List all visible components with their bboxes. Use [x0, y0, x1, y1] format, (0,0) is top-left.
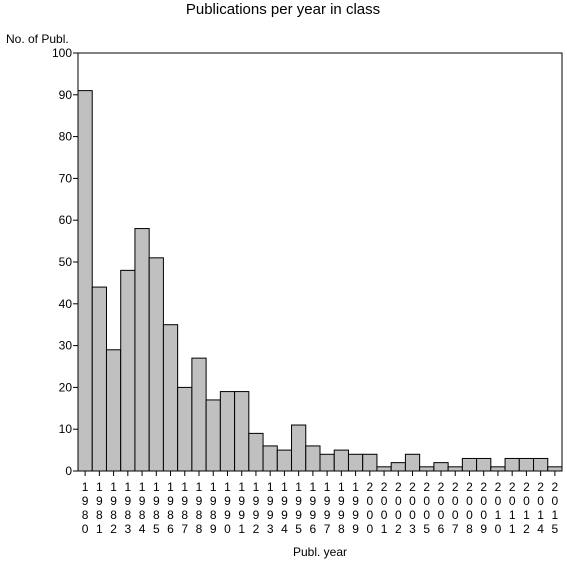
y-tick-label: 70 [59, 171, 73, 185]
bar-2012 [518, 457, 535, 472]
y-tick-label: 60 [59, 213, 73, 227]
x-ticks-group: 1 9 8 0 1 9 8 1 1 9 8 2 1 9 8 3 1 9 8 4 1 9 8 5 1 9 8 6 1 9 8 7 1 9 8 8 1 9 8 9… [82, 471, 559, 536]
bar-1994 [276, 449, 293, 472]
bar-2001 [376, 466, 392, 472]
bar-1981 [91, 286, 107, 472]
y-tick-label: 30 [59, 339, 73, 353]
bar-1984 [134, 228, 150, 472]
bars-group [77, 90, 563, 472]
bar-1999 [347, 453, 364, 472]
bar-1986 [162, 324, 179, 472]
y-tick-label: 80 [59, 130, 73, 144]
bar-1992 [248, 432, 264, 472]
y-tick-label: 0 [65, 464, 72, 478]
y-tick-label: 100 [52, 46, 72, 60]
y-tick-label: 40 [59, 297, 73, 311]
y-tick-label: 20 [59, 380, 73, 394]
bar-2008 [461, 457, 478, 472]
bar-2002 [390, 462, 406, 472]
bar-2006 [433, 462, 449, 472]
bar-2003 [404, 453, 421, 472]
bar-1997 [319, 453, 335, 472]
bar-1985 [148, 257, 164, 472]
bar-1998 [333, 449, 349, 472]
bar-1988 [191, 357, 207, 472]
bar-1982 [105, 349, 122, 472]
y-tick-label: 10 [59, 422, 73, 436]
bar-1990 [219, 391, 236, 472]
bar-1991 [234, 391, 250, 472]
bar-1987 [177, 386, 193, 472]
bar-1989 [205, 399, 221, 472]
bar-1993 [262, 445, 278, 472]
bar-2010 [490, 466, 506, 472]
y-tick-label: 90 [59, 88, 73, 102]
bar-1996 [305, 445, 321, 472]
bar-2009 [476, 457, 492, 472]
x-axis-label: Publ. year [293, 545, 347, 559]
y-axis-label: No. of Publ. [6, 32, 69, 46]
y-tick-label: 50 [59, 255, 73, 269]
plot-frame [77, 52, 563, 472]
bar-2011 [504, 457, 520, 472]
bar-1983 [120, 269, 136, 472]
bar-2000 [362, 453, 378, 472]
chart-title: Publications per year in class [186, 1, 380, 18]
bar-1980 [77, 90, 93, 472]
bar-1995 [291, 424, 307, 472]
bar-2007 [447, 466, 463, 472]
bar-2015 [547, 466, 563, 472]
bar-2005 [419, 466, 435, 472]
y-ticks-group: 0 10 20 30 40 50 60 70 80 90 100 [52, 46, 78, 478]
bar-2014 [533, 457, 549, 472]
